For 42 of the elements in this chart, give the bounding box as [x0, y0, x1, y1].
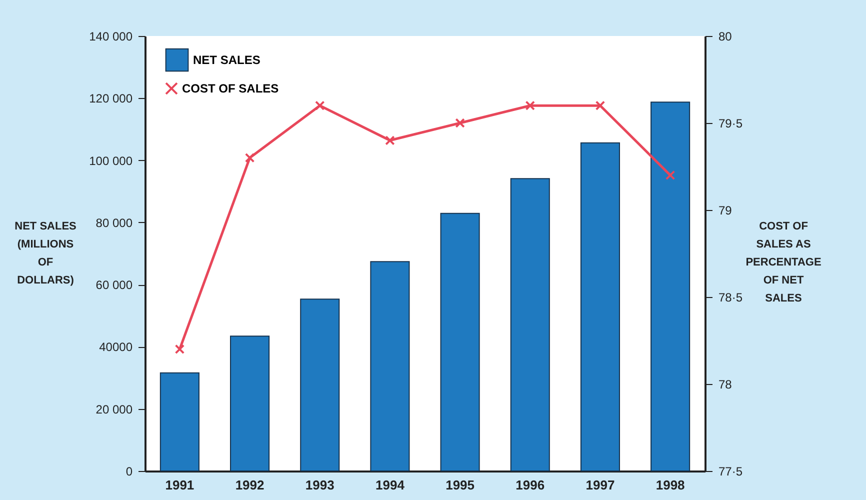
- x-tick-label: 1992: [235, 478, 264, 492]
- y-axis-title: NET SALES (MILLIONS OF DOLLARS): [14, 220, 76, 286]
- point: [665, 170, 676, 180]
- y-tick-label: 40000: [99, 340, 133, 354]
- x-tick-label: 1996: [516, 478, 545, 492]
- x-tick-label: 1994: [375, 478, 406, 492]
- x-tick-label: 1995: [446, 478, 475, 492]
- bar: [650, 102, 690, 472]
- legend-label: COST OF SALES: [182, 82, 279, 96]
- legend-label: NET SALES: [193, 53, 260, 67]
- y2-tick-label: 77·5: [718, 464, 743, 478]
- bar: [230, 336, 270, 472]
- point: [455, 118, 465, 128]
- y2-axis-title: COST OF SALES AS PERCENTAGE OF NET SALES: [746, 220, 822, 304]
- bar: [440, 212, 480, 472]
- y2-tick-label: 79: [718, 204, 732, 218]
- point: [244, 152, 255, 163]
- y-tick-label: 0: [126, 464, 133, 478]
- y-tick-label: 140 000: [89, 30, 133, 44]
- y-tick-label: 20 000: [96, 402, 133, 416]
- bar: [580, 142, 620, 472]
- y-tick-label: 80 000: [96, 216, 133, 230]
- y2-tick-label: 80: [718, 30, 732, 44]
- x-tick-label: 1991: [165, 478, 194, 492]
- y-tick-label: 60 000: [96, 278, 133, 292]
- bar: [370, 261, 410, 472]
- y-tick-label: 100 000: [89, 154, 133, 168]
- y2-tick-label: 78: [718, 378, 732, 392]
- point: [595, 100, 606, 110]
- x-tick-label: 1997: [586, 478, 615, 492]
- bar: [300, 298, 340, 472]
- y-tick-label: 120 000: [89, 92, 133, 106]
- bar: [160, 372, 200, 472]
- point: [174, 344, 185, 354]
- point: [385, 136, 395, 146]
- y2-tick-label: 78·5: [718, 290, 743, 304]
- x-tick-label: 1993: [305, 478, 334, 492]
- y2-tick-label: 79·5: [718, 116, 743, 130]
- point: [314, 100, 325, 110]
- bar: [510, 178, 550, 472]
- point: [525, 100, 536, 110]
- x-tick-label: 1998: [656, 478, 685, 492]
